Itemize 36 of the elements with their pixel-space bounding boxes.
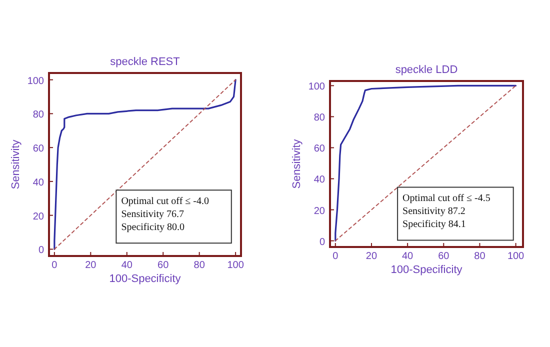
y-tick-label: 40 xyxy=(32,177,44,188)
annotation: Specificity 80.0 xyxy=(121,222,185,234)
chart-title: speckle REST xyxy=(110,56,180,68)
x-tick-label: 100 xyxy=(507,251,525,262)
y-axis-title: Sensitivity xyxy=(10,139,22,190)
annotation: Optimal cut off ≤ -4.0 xyxy=(121,196,209,208)
y-tick-label: 100 xyxy=(27,76,44,87)
x-tick-label: 60 xyxy=(438,251,450,262)
x-tick-label: 40 xyxy=(121,260,133,271)
y-axis-title: Sensitivity xyxy=(291,138,303,189)
x-tick-label: 40 xyxy=(402,251,414,262)
y-tick-label: 60 xyxy=(32,144,44,155)
annotation: Sensitivity 87.2 xyxy=(402,206,466,218)
y-tick-label: 60 xyxy=(314,144,326,155)
x-tick-label: 0 xyxy=(332,251,339,262)
y-tick-label: 80 xyxy=(32,110,44,121)
chart-title: speckle LDD xyxy=(395,64,458,76)
x-tick-label: 100 xyxy=(227,260,244,271)
y-tick-label: 0 xyxy=(319,236,326,248)
y-tick-label: 20 xyxy=(32,211,44,222)
y-tick-label: 40 xyxy=(314,174,326,186)
x-tick-label: 60 xyxy=(158,260,170,271)
y-tick-label: 100 xyxy=(308,82,326,93)
line-series xyxy=(54,78,236,250)
x-axis-title: 100-Specificity xyxy=(109,273,182,285)
x-tick-label: 20 xyxy=(366,251,378,262)
x-tick-label: 0 xyxy=(52,260,58,271)
annotation: Sensitivity 76.7 xyxy=(121,209,184,220)
x-axis-title: 100-Specificity xyxy=(390,264,463,276)
y-tick-label: 20 xyxy=(314,206,326,217)
x-tick-label: 80 xyxy=(194,260,206,271)
annotation: Optimal cut off ≤ -4.5 xyxy=(402,193,490,204)
annotation: Specificity 84.1 xyxy=(402,219,466,230)
x-tick-label: 20 xyxy=(85,260,97,271)
y-tick-label: 80 xyxy=(314,112,326,124)
x-tick-label: 80 xyxy=(474,251,486,262)
